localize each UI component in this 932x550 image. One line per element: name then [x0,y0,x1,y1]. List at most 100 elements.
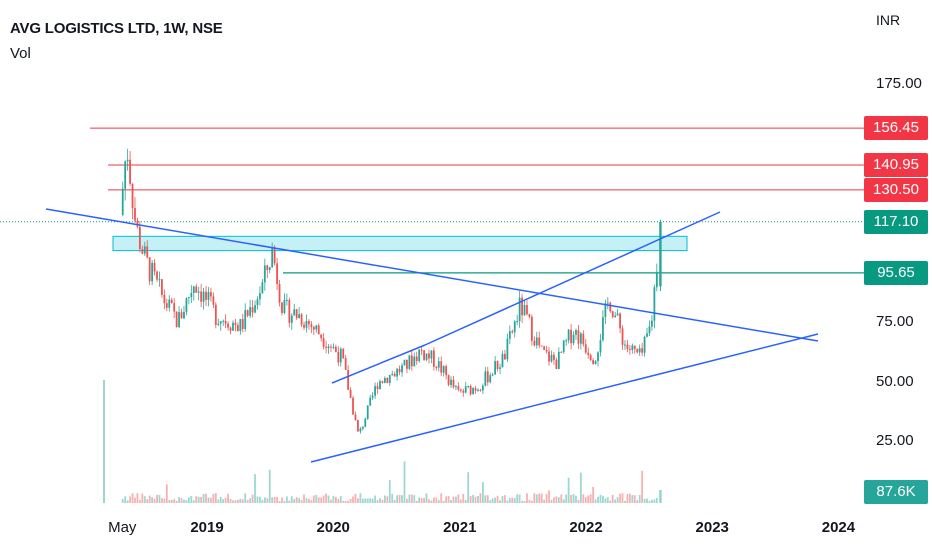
candle [641,348,644,353]
candle [330,346,332,348]
x-tick-label: 2023 [695,519,729,536]
volume-bar [165,484,168,503]
volume-bar [587,495,590,503]
candle [582,333,585,345]
volume-bar [619,493,621,503]
candle [523,305,526,316]
volume-bar [359,493,362,503]
volume-bar [396,495,399,503]
price-axis[interactable] [864,0,932,510]
candle [481,385,484,391]
candles [121,148,662,434]
volume-bar [158,495,161,503]
volume-bar [349,498,352,503]
volume-bar [138,499,141,503]
volume-bar [185,500,188,503]
candle [469,385,472,395]
volume-bar [153,498,156,503]
candle [138,226,141,250]
volume-bar [310,500,313,503]
candle [376,386,379,390]
candle [263,265,266,283]
candle [202,291,205,302]
candle [504,353,506,360]
candle [374,386,376,396]
volume-bar [423,497,425,503]
volume-bar [121,499,124,503]
volume-bar [513,498,516,503]
volume-bar [440,493,443,503]
candle [565,340,568,342]
candle [256,299,259,306]
volume-bar [276,497,278,503]
volume-bar [631,495,634,503]
candle [611,311,614,317]
candle [168,299,171,308]
candle [464,386,467,393]
volume-bar [430,500,433,503]
chart-title: AVG LOGISTICS LTD, 1W, NSE [10,20,223,37]
volume-bar [428,499,430,503]
volume-bar [450,499,452,503]
candle [398,368,401,373]
candle [479,389,482,391]
volume-bar [249,498,252,503]
candle [200,291,203,302]
candle [646,333,648,337]
volume-bar [251,494,254,503]
volume-bar [648,500,651,503]
candle [403,359,406,366]
volume-bar [616,497,619,503]
candle [628,348,631,350]
volume-bar [533,493,536,503]
volume-bar [129,496,131,503]
volume-bar [266,498,269,503]
candle [349,389,352,398]
volume-bar [565,494,568,503]
volume-bar [288,500,291,503]
volume-bar [195,496,198,503]
candle [183,311,185,319]
volume-bar [582,494,585,503]
candle [361,426,364,429]
volume-bar [151,497,154,503]
candle [322,338,325,347]
candle [222,320,225,322]
volume-bar [659,490,662,503]
candle [410,355,413,367]
volume-bar [210,497,212,503]
volume-bar [418,497,421,503]
volume-bar [575,495,577,503]
candle [457,386,460,390]
candle [236,325,239,332]
volume-bar [241,499,244,503]
volume-bar [592,486,595,503]
candle [383,377,386,383]
volume-bar [283,500,286,503]
volume-bar [435,497,438,503]
volume-bar [281,497,283,503]
candle [616,313,619,316]
candle [518,297,521,321]
candle [614,315,617,317]
candle [545,349,548,352]
volume-bar [303,494,305,503]
candle [570,329,572,344]
volume-bar [508,497,511,503]
volume-bar [330,499,332,503]
candle [462,390,465,393]
candle [163,294,166,304]
candle [415,356,418,361]
volume-bar [205,493,207,503]
volume-bar [246,499,249,503]
candle [325,346,327,349]
candle [577,330,580,344]
volume-bar [545,493,548,503]
plot-area[interactable] [0,0,864,510]
horizontal-lines [0,127,864,274]
candle [651,320,653,327]
candle [332,346,335,348]
volume-bar [555,496,558,503]
candle [364,418,367,427]
